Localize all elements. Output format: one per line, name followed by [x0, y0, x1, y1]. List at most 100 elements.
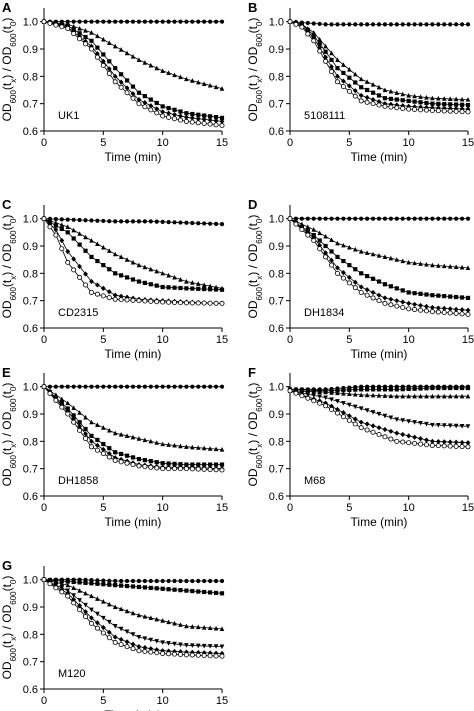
filled-inverted-triangle-marker [335, 399, 340, 404]
filled-diamond-marker [124, 639, 130, 645]
filled-circle-marker [436, 22, 441, 27]
filled-square-marker [335, 388, 340, 393]
filled-triangle-marker [219, 447, 225, 452]
filled-square-marker [95, 258, 100, 264]
filled-inverted-triangle-marker [412, 420, 417, 425]
filled-diamond-marker [376, 99, 382, 105]
filled-square-marker [83, 426, 88, 432]
filled-triangle-marker [207, 283, 213, 289]
filled-triangle-marker [358, 248, 364, 254]
filled-square-marker [101, 441, 106, 447]
open-circle-marker [334, 79, 340, 85]
filled-triangle-marker [166, 70, 171, 76]
filled-square-marker [406, 98, 411, 104]
filled-diamond-marker [435, 438, 441, 445]
filled-triangle-marker [335, 390, 340, 396]
open-circle-marker [447, 108, 453, 114]
x-tick-label: 15 [462, 334, 474, 346]
open-circle-marker [412, 440, 418, 446]
filled-square-marker [394, 286, 399, 291]
filled-square-marker [412, 99, 417, 104]
filled-square-marker [95, 581, 100, 586]
filled-diamond-marker [112, 634, 118, 640]
filled-triangle-marker [77, 26, 82, 31]
open-circle-marker [213, 122, 219, 128]
filled-inverted-triangle-marker [77, 598, 82, 603]
filled-triangle-marker [136, 436, 142, 441]
y-axis-title-part: OD [0, 300, 14, 318]
filled-square-marker [335, 66, 340, 71]
open-circle-marker [317, 246, 323, 252]
filled-diamond-marker [376, 425, 382, 431]
filled-circle-marker [148, 219, 153, 224]
filled-triangle-marker [341, 62, 346, 67]
y-axis-title-part: 0 [9, 386, 18, 391]
filled-square-marker [359, 271, 364, 276]
filled-square-marker [202, 462, 207, 467]
filled-circle-marker [382, 216, 388, 221]
filled-square-marker [388, 96, 393, 101]
open-circle-marker [305, 232, 311, 238]
filled-square-marker [430, 101, 435, 106]
open-circle-marker [358, 425, 364, 431]
filled-inverted-triangle-marker [436, 423, 441, 428]
filled-triangle-marker [329, 237, 334, 242]
filled-square-marker [424, 100, 429, 106]
open-circle-marker [201, 653, 207, 659]
filled-triangle-marker [406, 259, 411, 265]
y-axis-title-part: ) [0, 18, 14, 22]
x-tick-label: 5 [346, 502, 352, 514]
y-tick-label: 0.6 [23, 323, 38, 335]
filled-triangle-marker [418, 393, 423, 399]
filled-inverted-triangle-marker [430, 422, 435, 428]
series-line [43, 21, 223, 119]
filled-circle-marker [400, 216, 405, 221]
y-axis-title: OD600(tx) / OD600(t0) [0, 215, 18, 319]
filled-triangle-marker [364, 79, 370, 84]
filled-diamond-marker [335, 265, 340, 271]
open-circle-marker [59, 404, 65, 410]
open-circle-marker [166, 114, 172, 120]
filled-inverted-triangle-marker [148, 637, 154, 643]
filled-triangle-marker [71, 227, 76, 233]
filled-diamond-marker [89, 43, 94, 49]
open-circle-marker [388, 104, 394, 110]
open-circle-marker [166, 651, 172, 657]
filled-diamond-marker [77, 423, 82, 429]
filled-triangle-marker [352, 246, 358, 252]
filled-triangle-marker [130, 610, 136, 616]
open-circle-marker [189, 652, 195, 658]
filled-square-marker [448, 385, 453, 391]
series-open-circle [287, 388, 471, 450]
filled-circle-marker [219, 222, 225, 227]
filled-diamond-marker [346, 413, 352, 419]
filled-square-marker [465, 102, 471, 108]
x-tick-label: 0 [41, 137, 47, 149]
series-line [289, 21, 469, 106]
filled-inverted-triangle-marker [89, 607, 94, 613]
filled-circle-marker [412, 216, 417, 221]
filled-square-marker [382, 387, 388, 392]
filled-triangle-marker [172, 274, 177, 280]
x-tick-label: 15 [462, 502, 474, 514]
filled-diamond-marker [459, 307, 465, 313]
filled-square-marker [376, 279, 382, 284]
open-circle-marker [71, 419, 77, 425]
open-circle-marker [160, 299, 166, 305]
filled-circle-marker [101, 384, 106, 389]
filled-square-marker [119, 72, 124, 77]
filled-triangle-marker [112, 43, 118, 49]
filled-square-marker [178, 462, 183, 467]
y-axis-title-part: ) [0, 215, 14, 219]
open-circle-marker [352, 421, 358, 427]
filled-square-marker [196, 286, 201, 291]
y-tick-label: 0.8 [23, 268, 38, 280]
filled-diamond-marker [100, 446, 106, 453]
filled-triangle-marker [376, 253, 382, 258]
filled-diamond-marker [382, 426, 388, 433]
filled-diamond-marker [465, 307, 471, 313]
filled-inverted-triangle-marker [376, 411, 382, 417]
filled-triangle-marker [166, 619, 171, 625]
open-circle-marker [177, 300, 183, 306]
y-tick-label: 0.7 [23, 296, 38, 308]
